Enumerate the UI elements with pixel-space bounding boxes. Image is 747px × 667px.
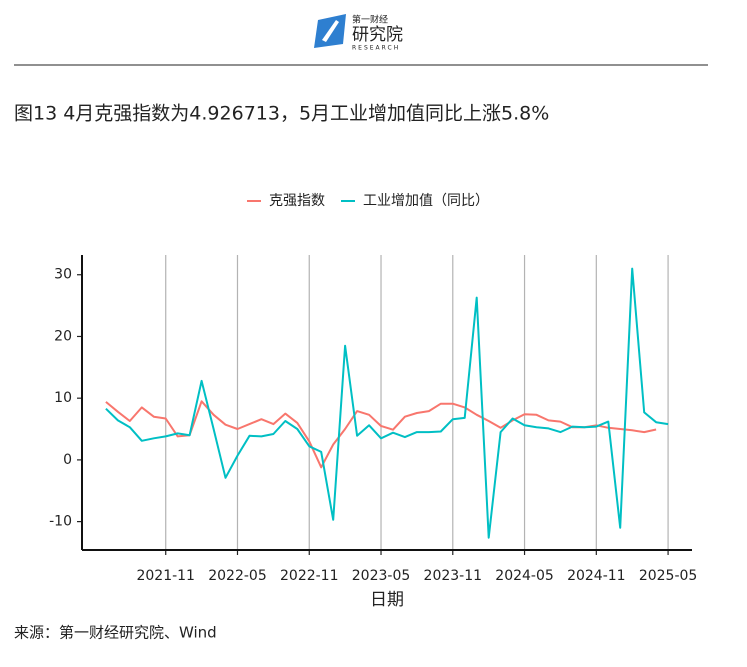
y-tick-label: 0 [63,452,72,468]
y-tick-label: 30 [54,267,72,283]
logo-main: 研究院 [352,25,403,45]
logo: 第一财经 研究院 RESEARCH [314,14,403,52]
y-tick-label: -10 [49,514,72,530]
source-note: 来源：第一财经研究院、Wind [14,624,217,642]
series-line [105,267,669,539]
x-tick-label: 2022-05 [208,568,267,584]
x-tick-label: 2025-05 [639,568,698,584]
series-line [105,400,657,469]
legend-label: 工业增加值（同比） [363,193,489,209]
x-tick-label: 2021-11 [136,568,195,584]
x-tick-label: 2022-11 [280,568,339,584]
x-tick-label: 2024-11 [567,568,626,584]
x-tick-label: 2023-05 [352,568,411,584]
logo-sub: RESEARCH [352,45,400,52]
logo-icon-stroke [322,20,339,42]
y-tick-label: 20 [54,328,72,344]
legend-label: 克强指数 [269,193,325,209]
x-tick-label: 2024-05 [495,568,554,584]
legend: 克强指数 工业增加值（同比） [247,193,489,209]
chart-title: 图13 4月克强指数为4.926713，5月工业增加值同比上涨5.8% [14,103,549,125]
x-axis-label: 日期 [370,590,404,610]
y-tick-label: 10 [54,390,72,406]
logo-small: 第一财经 [352,14,388,26]
x-tick-label: 2023-11 [424,568,483,584]
